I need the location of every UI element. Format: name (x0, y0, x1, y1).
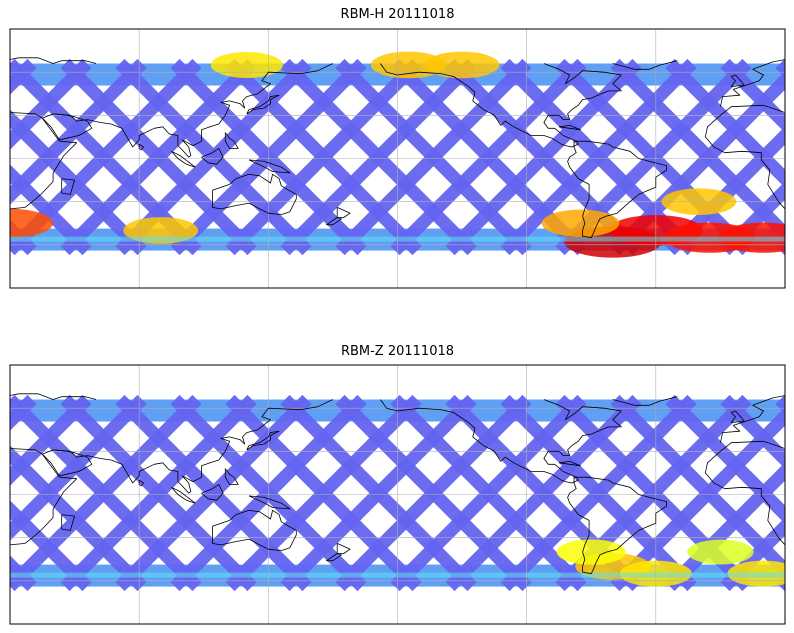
coastline-philippines (224, 468, 239, 485)
coastline-south-america (567, 476, 667, 574)
flux-hotspot (10, 208, 53, 238)
coastline-africa (704, 104, 785, 210)
swath-descending (225, 58, 422, 256)
coastline-sumatra (171, 486, 196, 504)
coastline-south-america (567, 140, 667, 238)
swath-descending (445, 58, 642, 256)
swath-descending (60, 58, 257, 256)
map-frame (9, 364, 786, 625)
coastline-europe (10, 57, 97, 64)
coastline-japan (246, 430, 280, 451)
swath-descending (665, 126, 785, 256)
swath-descending (60, 394, 257, 592)
coastline-uk (730, 410, 745, 423)
map-content (10, 365, 785, 624)
swath-descending (10, 394, 202, 592)
coastline-new-zealand-south (326, 553, 342, 562)
swath-descending (335, 394, 532, 592)
coastline-borneo (201, 148, 224, 165)
map-frame (9, 28, 786, 289)
swath-descending (225, 394, 422, 592)
swath-descending (390, 394, 587, 592)
swath-ascending (10, 500, 92, 592)
swath-descending (390, 58, 587, 256)
coastline-cuba (558, 125, 581, 131)
coastline-middle-east-north (53, 113, 112, 125)
coastline-europe (720, 395, 785, 443)
swath-descending (10, 58, 92, 150)
swath-descending (280, 394, 477, 592)
coastline-europe (10, 393, 97, 400)
coastline-new-zealand-south (326, 217, 342, 226)
coastline-new-zealand (336, 543, 351, 554)
coastline-australia (212, 509, 297, 551)
coastline-borneo (201, 484, 224, 501)
panel-title-rbm-z: RBM-Z 20111018 (340, 344, 455, 359)
flux-hotspot (687, 539, 754, 565)
coastline-greenland (612, 396, 678, 406)
coastline-uk (730, 74, 745, 87)
coastline-japan (246, 94, 280, 115)
swath-descending (445, 394, 642, 592)
gridlines (10, 29, 785, 288)
swath-descending (10, 394, 37, 431)
coastline-southeast-asia (162, 399, 334, 494)
swath-descending (610, 407, 785, 592)
map-panel-rbm-h (9, 28, 786, 289)
swath-descending (10, 394, 92, 486)
swath-ascending (10, 555, 37, 592)
coastline-north-america (379, 399, 622, 484)
coastline-north-america (379, 63, 622, 148)
coastline-middle-east-north (53, 449, 112, 461)
swath-descending (335, 58, 532, 256)
coastline-philippines (224, 132, 239, 149)
coastline-africa (10, 112, 78, 210)
swath-descending (10, 394, 147, 541)
swath-descending (10, 58, 147, 205)
coastline-sri-lanka (138, 479, 144, 487)
coastline-madagascar (61, 178, 75, 195)
coastline-india (111, 123, 163, 148)
panel-title-rbm-h: RBM-H 20111018 (340, 7, 455, 22)
swath-descending (280, 58, 477, 256)
flux-hotspot (424, 51, 500, 79)
flux-hotspot (541, 209, 620, 237)
swath-coverage (10, 394, 785, 592)
swath-descending (720, 517, 785, 592)
swath-descending (500, 58, 697, 256)
swath-descending (115, 394, 312, 592)
swath-descending (500, 394, 697, 592)
coastline-sri-lanka (138, 143, 144, 151)
coastlines (10, 57, 785, 238)
coastline-new-zealand (336, 207, 351, 218)
coastline-africa (704, 440, 785, 546)
coastline-new-guinea (248, 159, 291, 174)
flux-hotspot (210, 51, 283, 78)
swath-ascending (720, 394, 785, 469)
swath-ascending (720, 58, 785, 133)
coastlines (10, 393, 785, 574)
coastline-africa (10, 448, 78, 546)
coastline-madagascar (61, 514, 75, 531)
flux-hotspots (10, 51, 785, 258)
coastline-sumatra (171, 150, 196, 168)
coastline-australia (212, 173, 297, 215)
map-content (10, 29, 785, 288)
swath-descending (720, 181, 785, 256)
coastline-new-guinea (248, 495, 291, 510)
flux-hotspot (370, 51, 446, 79)
coastline-southeast-asia (162, 63, 334, 158)
swath-ascending (10, 164, 92, 256)
coastline-europe (720, 59, 785, 107)
map-panel-rbm-z (9, 364, 786, 625)
coastline-cuba (558, 461, 581, 467)
coastline-greenland (612, 60, 678, 70)
flux-hotspot (556, 539, 626, 565)
coastline-india (111, 459, 163, 484)
